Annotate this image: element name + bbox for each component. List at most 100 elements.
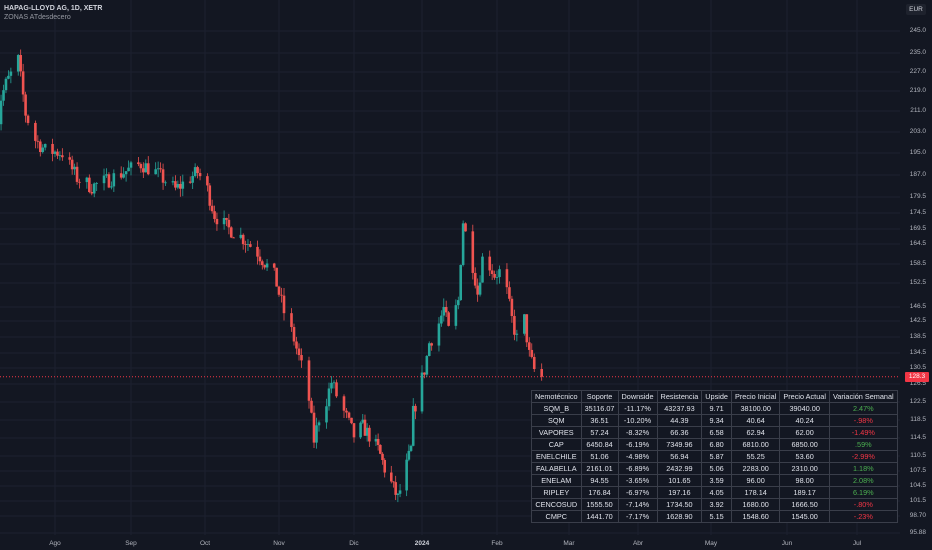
table-cell: 2.47% — [828, 402, 898, 415]
candle — [383, 458, 387, 478]
candle — [229, 226, 233, 239]
candle-body — [454, 305, 458, 326]
table-cell: 62.94 — [730, 426, 781, 439]
candle — [317, 420, 321, 432]
table-cell: 7349.96 — [656, 438, 703, 451]
candle — [523, 313, 526, 336]
candle — [414, 403, 417, 420]
candle — [139, 162, 143, 173]
candle — [476, 278, 479, 302]
candle-body — [171, 181, 175, 183]
candle — [275, 267, 278, 287]
table-cell: -8.32% — [617, 426, 658, 439]
candle-body — [181, 181, 185, 189]
table-cell: 43237.93 — [656, 402, 703, 415]
table-cell: 1734.50 — [656, 498, 703, 511]
candle — [56, 148, 59, 160]
candle — [513, 309, 516, 341]
candle — [124, 171, 128, 182]
candle-body — [191, 176, 194, 183]
candle-body — [342, 396, 346, 411]
candle-body — [174, 181, 177, 188]
candle-body — [58, 155, 62, 157]
candle — [398, 484, 402, 498]
table-row: CENCOSUD 1555.50 -7.14% 1734.50 3.92 1680.00 1… — [531, 498, 898, 511]
price-tick-label: 227.0 — [909, 68, 926, 75]
candle — [144, 159, 148, 173]
candle — [137, 157, 140, 167]
price-tick-label: 195.0 — [909, 149, 926, 156]
table-row: SQM 36.51 -10.20% 44.39 9.34 40.64 40.24 -.98% — [531, 414, 898, 427]
candle — [95, 182, 98, 192]
table-cell: .59% — [828, 438, 898, 451]
candle — [527, 337, 531, 357]
candle — [208, 183, 212, 211]
indicator-title[interactable]: ZONAS ATdesdecero — [4, 14, 71, 21]
candle — [510, 295, 514, 323]
table-cell: RIPLEY — [531, 486, 582, 499]
candle-body — [225, 218, 228, 220]
time-tick-label: Abr — [632, 540, 644, 547]
candle — [374, 434, 378, 446]
candle-body — [464, 223, 467, 232]
candle-body — [330, 382, 333, 389]
price-tick-label: 179.5 — [909, 193, 926, 200]
price-tick-label: 211.0 — [910, 107, 926, 114]
candle — [437, 317, 441, 352]
table-cell: 55.25 — [730, 450, 781, 463]
table-cell: 53.60 — [779, 450, 830, 463]
table-row: ENELAM 94.55 -3.65% 101.65 3.59 96.00 98.00 2.0… — [531, 474, 898, 487]
candle — [456, 296, 460, 310]
table-row: CAP 6450.84 -6.19% 7349.96 6.80 6810.00 6850.0… — [531, 438, 898, 451]
candle — [241, 233, 245, 250]
table-cell: SQM_B — [531, 402, 582, 415]
table-cell: 66.36 — [656, 426, 703, 439]
candle-body — [139, 164, 143, 169]
price-tick-label: 122.5 — [909, 398, 926, 405]
candle-body — [122, 174, 125, 178]
candle — [225, 217, 228, 227]
candle-body — [246, 244, 250, 245]
symbol-title[interactable]: HAPAG-LLOYD AG, 1D, XETR — [4, 5, 103, 12]
candle-body — [256, 246, 259, 257]
candle — [347, 411, 351, 421]
table-cell: 6850.00 — [779, 438, 830, 451]
candle — [464, 222, 467, 232]
candle — [376, 433, 380, 451]
candle — [540, 363, 543, 381]
candle — [260, 259, 264, 270]
candle — [51, 138, 54, 162]
column-header: Variación Semanal — [828, 390, 898, 403]
candle — [38, 139, 42, 157]
candle — [4, 76, 8, 94]
table-cell: 1.18% — [828, 462, 898, 475]
candle-body — [459, 264, 463, 301]
price-tick-label: 174.5 — [909, 209, 926, 216]
candle-body — [420, 372, 424, 412]
candle — [21, 63, 25, 102]
candle-body — [188, 181, 192, 183]
candle — [68, 152, 72, 165]
price-tick-label: 101.5 — [909, 497, 926, 504]
price-tick-label: 187.0 — [909, 171, 926, 178]
table-cell: SQM — [531, 414, 582, 427]
candle-body — [206, 176, 209, 186]
candle-body — [159, 168, 162, 170]
candle-body — [427, 343, 431, 356]
candle — [239, 227, 243, 240]
price-tick-label: 98.70 — [909, 512, 926, 519]
candle-body — [78, 181, 81, 183]
candle — [154, 162, 157, 175]
candle — [488, 250, 492, 277]
currency-button[interactable]: EUR — [906, 4, 926, 15]
candle-body — [227, 219, 231, 228]
candle — [427, 341, 431, 357]
candle — [392, 481, 395, 488]
table-cell: 5.15 — [701, 510, 732, 523]
candle — [447, 311, 450, 327]
candle — [442, 298, 446, 322]
table-cell: 178.14 — [730, 486, 781, 499]
table-cell: -4.98% — [617, 450, 658, 463]
candle-body — [513, 316, 516, 335]
candle-body — [124, 171, 128, 175]
